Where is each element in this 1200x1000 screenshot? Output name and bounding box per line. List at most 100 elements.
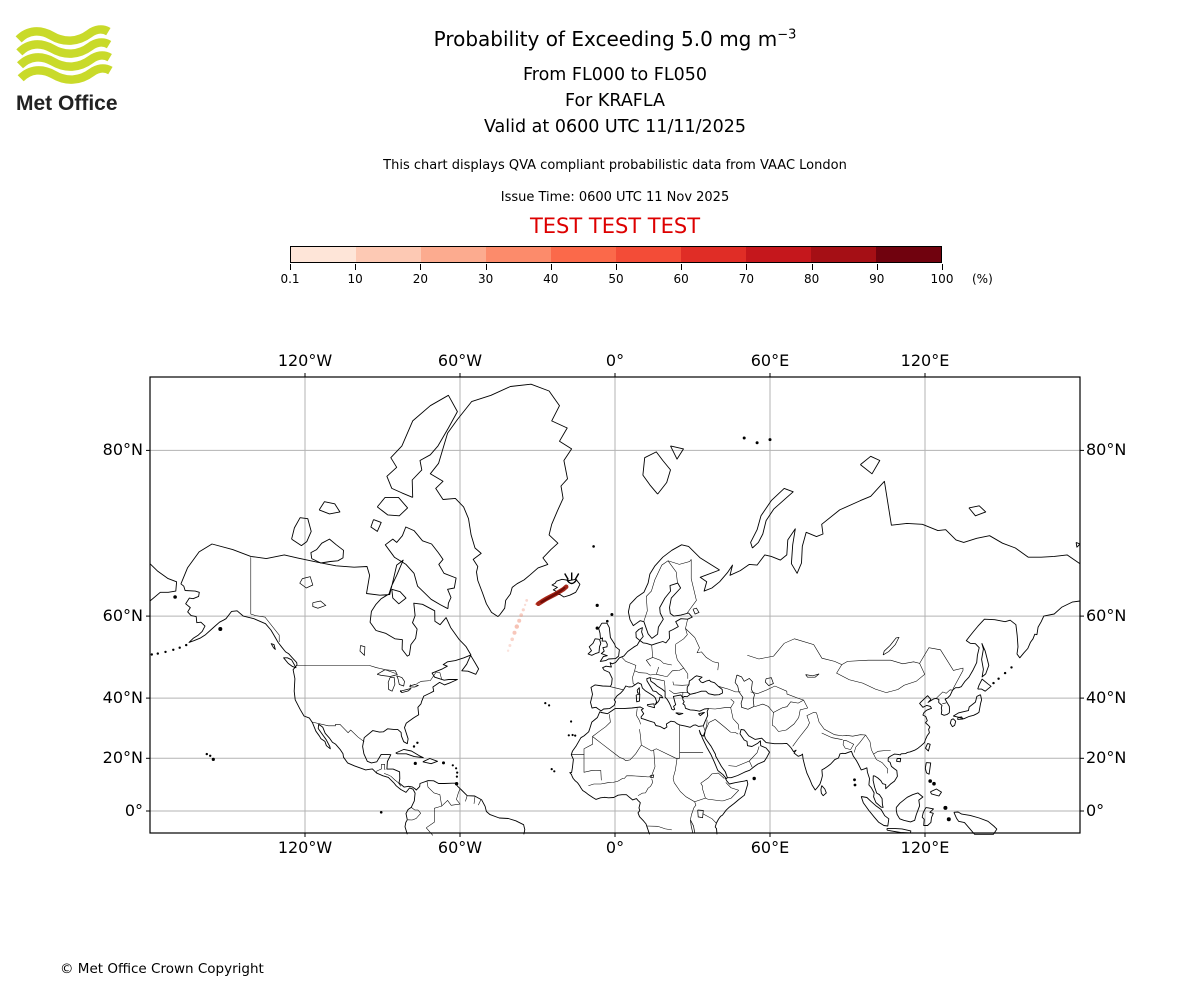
coastline <box>635 693 641 703</box>
lon-label-top: 0° <box>605 351 625 370</box>
small-island-dot <box>178 646 181 649</box>
country-border <box>792 712 817 747</box>
country-border <box>636 708 641 725</box>
small-island-dot <box>928 779 932 783</box>
colorbar-tick-label: 90 <box>869 272 885 286</box>
country-border <box>702 786 706 799</box>
lon-label-top: 120°E <box>900 351 950 370</box>
coastline <box>384 526 457 610</box>
small-island-dot <box>553 770 556 773</box>
lon-label-top: 120°W <box>277 351 333 370</box>
volcano-icon <box>564 572 580 585</box>
small-island-dot <box>379 811 383 814</box>
small-island-dot <box>454 782 459 786</box>
coastline <box>370 519 382 532</box>
small-island-dot <box>742 436 746 440</box>
small-island-dot <box>412 745 416 748</box>
coastline <box>636 687 640 694</box>
lake-outline <box>764 677 774 687</box>
lake-outline <box>882 637 900 656</box>
coastline <box>283 657 297 669</box>
coastline <box>386 394 458 498</box>
country-border <box>728 746 760 767</box>
coastline <box>646 703 655 709</box>
colorbar-tick <box>616 264 617 270</box>
coastline <box>968 505 987 517</box>
coastline <box>699 480 1081 592</box>
country-border <box>694 797 706 802</box>
colorbar-tick-label: 30 <box>477 272 494 286</box>
coastline <box>642 451 671 495</box>
country-border <box>441 788 461 807</box>
lat-label-left: 80°N <box>102 440 143 460</box>
page-title: Probability of Exceeding 5.0 mg m−3 <box>30 27 1200 51</box>
country-border <box>942 702 947 705</box>
lake-outline <box>734 674 755 710</box>
subtitle-flight-levels: From FL000 to FL050 <box>522 65 708 85</box>
small-island-dot <box>567 734 570 737</box>
small-island-dot <box>150 653 153 656</box>
country-border <box>478 799 482 806</box>
small-island-dot <box>185 643 188 647</box>
lon-label-bottom: 120°E <box>900 838 950 857</box>
lat-label-left: 60°N <box>102 606 143 626</box>
country-border <box>643 559 692 622</box>
country-border <box>747 638 842 665</box>
country-border <box>384 773 402 787</box>
small-island-dot <box>997 677 1000 680</box>
lake-outline <box>396 675 405 687</box>
country-border <box>821 732 843 740</box>
country-border <box>426 780 443 829</box>
lon-label-bottom: 60°E <box>750 838 790 857</box>
colorbar-segment <box>616 247 681 262</box>
small-island-dot <box>172 648 175 651</box>
country-border <box>650 677 666 692</box>
ash-trail-dot <box>525 599 529 602</box>
country-border <box>416 671 442 685</box>
colorbar-tick <box>550 264 552 270</box>
country-border <box>675 644 689 679</box>
ash-trail-dot <box>521 608 525 612</box>
small-island-dot <box>768 438 772 442</box>
coastline <box>750 487 794 549</box>
colorbar-tick-label: 50 <box>608 272 624 286</box>
country-border <box>592 736 620 758</box>
country-border <box>685 628 719 671</box>
colorbar-tick-label: 80 <box>803 272 820 286</box>
small-island-dot <box>205 752 208 756</box>
country-border <box>772 707 808 732</box>
country-border <box>935 689 953 699</box>
colorbar-tick <box>355 264 357 270</box>
country-border <box>610 686 624 691</box>
ash-trail-dot <box>519 613 523 617</box>
lat-label-right: 40°N <box>1086 688 1127 708</box>
country-border <box>672 681 689 686</box>
lat-label-left: 0° <box>124 801 143 820</box>
ash-trail-dot <box>512 630 517 635</box>
country-border <box>645 645 653 667</box>
coastline <box>670 445 684 460</box>
colorbar-segment <box>421 247 486 262</box>
country-border <box>686 559 697 614</box>
coastline <box>925 742 931 752</box>
ash-trail-dot <box>506 649 510 652</box>
colorbar-tick <box>746 264 748 270</box>
coastline <box>930 788 942 797</box>
lake-outline <box>387 676 396 692</box>
colorbar-segment <box>291 247 356 262</box>
country-border <box>639 724 680 760</box>
country-border <box>473 796 476 804</box>
small-island-dot <box>755 441 759 445</box>
lat-label-right: 60°N <box>1086 606 1127 626</box>
subtitle-block: From FL000 to FL050 For KRAFLA Valid at … <box>30 62 1200 140</box>
lake-outline <box>697 809 704 819</box>
colorbar-segment <box>551 247 616 262</box>
coastline <box>590 544 723 712</box>
lon-label-bottom: 0° <box>605 838 625 857</box>
ash-trail-dot <box>517 618 522 623</box>
country-border <box>583 754 602 781</box>
country-border <box>646 825 672 831</box>
copyright: © Met Office Crown Copyright <box>60 961 264 977</box>
country-border <box>730 707 740 730</box>
coastline <box>981 643 990 678</box>
